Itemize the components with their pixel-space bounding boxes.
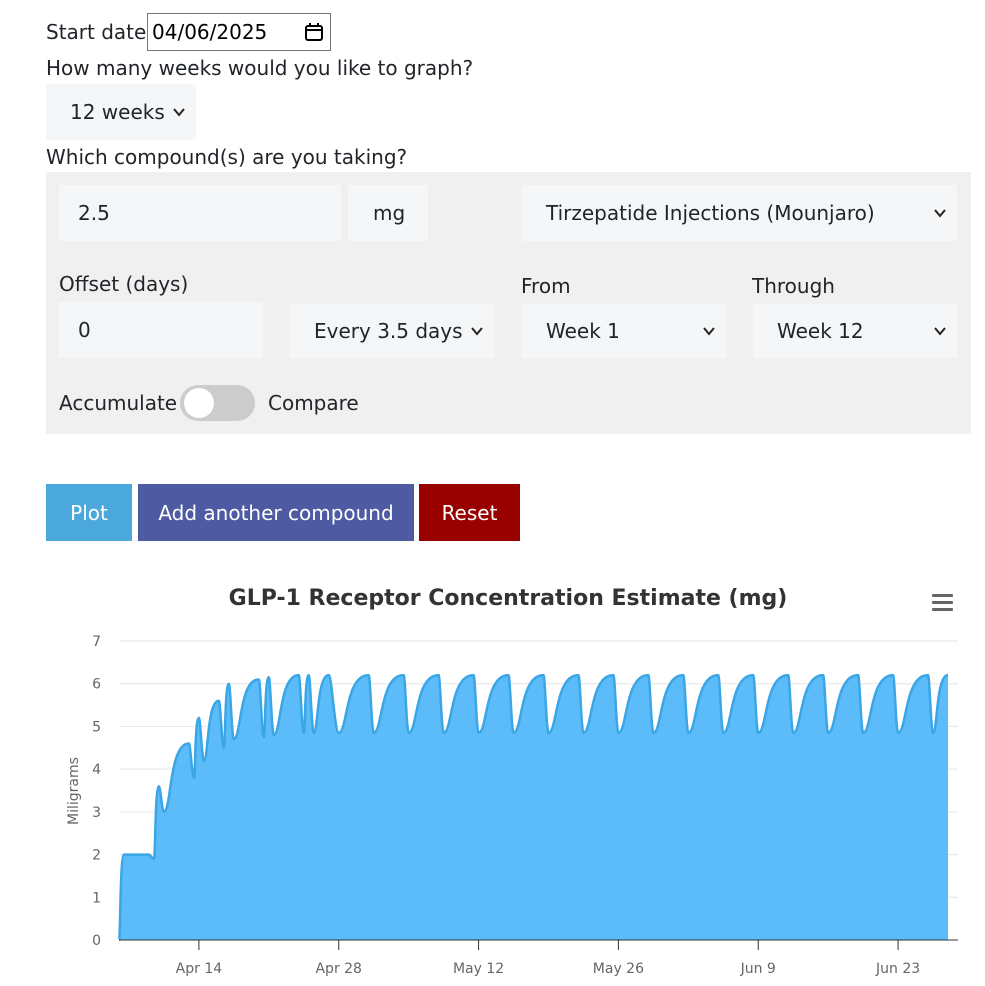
frequency-select-value[interactable]: Every 3.5 days	[314, 319, 463, 343]
from-select-value[interactable]: Week 1	[546, 319, 620, 343]
y-tick-label: 5	[92, 719, 101, 735]
calendar-icon[interactable]	[304, 22, 324, 42]
x-tick-label: Jun 23	[875, 961, 920, 977]
y-tick-label: 4	[92, 762, 101, 778]
chart-title: GLP-1 Receptor Concentration Estimate (m…	[228, 586, 788, 611]
dose-input[interactable]: 2.5	[59, 185, 341, 241]
series-area-fill	[119, 675, 949, 940]
unit-label: mg	[373, 201, 406, 225]
accumulate-compare-toggle[interactable]	[180, 385, 255, 421]
concentration-chart: 0 1 2 3 4 5 6 7 Apr 14 Apr 28 May 12 May 26 Jun 9 Jun…	[66, 594, 958, 977]
series-area	[117, 673, 949, 942]
weeks-select[interactable]: 12 weeks	[46, 84, 196, 140]
y-tick-label: 3	[92, 805, 101, 821]
x-tick-label: Jun 9	[740, 961, 776, 977]
weeks-select-value[interactable]: 12 weeks	[70, 100, 165, 124]
offset-input-value[interactable]: 0	[78, 318, 91, 342]
plot-button[interactable]: Plot	[46, 484, 132, 541]
from-select[interactable]: Week 1	[522, 304, 726, 358]
start-date-value[interactable]: 04/06/2025	[152, 20, 268, 44]
compound-select[interactable]: Tirzepatide Injections (Mounjaro)	[522, 185, 957, 241]
through-select-value[interactable]: Week 12	[777, 319, 864, 343]
y-tick-label: 7	[92, 634, 101, 650]
from-label: From	[521, 274, 571, 298]
accumulate-label: Accumulate	[59, 391, 178, 415]
y-tick-label: 0	[92, 933, 101, 949]
through-select[interactable]: Week 12	[753, 304, 957, 358]
chevron-down-icon[interactable]	[172, 105, 186, 119]
hamburger-icon[interactable]	[932, 594, 953, 611]
offset-input[interactable]: 0	[59, 302, 263, 358]
y-tick-label: 2	[92, 848, 101, 864]
series-line	[117, 673, 949, 942]
through-label: Through	[752, 274, 835, 298]
dose-input-value[interactable]: 2.5	[78, 201, 110, 225]
chevron-down-icon[interactable]	[702, 324, 716, 338]
reset-button[interactable]: Reset	[419, 484, 520, 541]
add-compound-button[interactable]: Add another compound	[138, 484, 414, 541]
axes: 0 1 2 3 4 5 6 7 Apr 14 Apr 28 May 12 May 26 Jun 9 Jun…	[66, 634, 958, 977]
toggle-knob[interactable]	[184, 388, 214, 418]
start-date-label: Start date:	[46, 20, 154, 44]
x-tick-label: May 12	[453, 961, 504, 977]
x-tick-label: May 26	[593, 961, 644, 977]
start-date-input[interactable]: 04/06/2025	[147, 13, 331, 51]
compare-label: Compare	[268, 391, 359, 415]
compound-select-value[interactable]: Tirzepatide Injections (Mounjaro)	[546, 201, 875, 225]
x-tick-label: Apr 14	[176, 961, 223, 977]
chevron-down-icon[interactable]	[933, 206, 947, 220]
chevron-down-icon[interactable]	[933, 324, 947, 338]
chevron-down-icon[interactable]	[470, 324, 484, 338]
y-tick-label: 6	[92, 677, 101, 693]
frequency-select[interactable]: Every 3.5 days	[290, 304, 494, 358]
weeks-question: How many weeks would you like to graph?	[46, 56, 474, 80]
x-tick-label: Apr 28	[315, 961, 361, 977]
y-axis-label: Miligrams	[66, 757, 82, 825]
offset-label: Offset (days)	[59, 272, 189, 296]
y-tick-label: 1	[92, 890, 101, 906]
compound-question: Which compound(s) are you taking?	[46, 145, 408, 169]
unit-box: mg	[348, 185, 428, 241]
